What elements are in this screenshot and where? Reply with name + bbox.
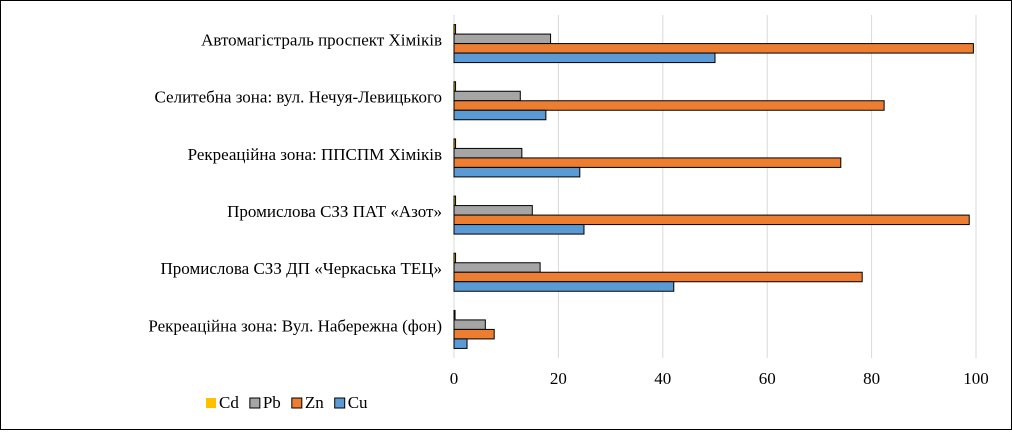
- bar: [453, 224, 585, 235]
- bar: [453, 100, 885, 111]
- bar: [453, 33, 552, 45]
- bar: [453, 147, 523, 159]
- bar: [453, 281, 675, 292]
- x-tick-label: 80: [863, 369, 880, 388]
- legend-swatch: [206, 398, 216, 408]
- bar: [453, 338, 468, 349]
- bar: [453, 24, 457, 35]
- bar: [453, 166, 581, 178]
- x-tick-label: 20: [550, 369, 567, 388]
- legend-swatch: [249, 397, 261, 409]
- bar: [453, 43, 974, 54]
- bar: [453, 81, 457, 92]
- bar: [453, 90, 521, 102]
- bar: [453, 309, 456, 321]
- x-tick-label: 60: [759, 369, 776, 388]
- legend-swatch: [334, 397, 346, 409]
- y-tick-label: Промислова СЗЗ ПАТ «Азот»: [227, 202, 442, 221]
- bar: [453, 252, 457, 264]
- y-tick-label: Автомагістраль проспект Хіміків: [201, 30, 442, 49]
- bar: [453, 138, 457, 149]
- x-tick-label: 0: [450, 369, 459, 388]
- y-tick-label: Рекреаційна зона: Вул. Набережна (фон): [148, 316, 442, 335]
- bar: [453, 262, 541, 273]
- x-tick-label: 100: [963, 369, 989, 388]
- legend-label: Zn: [305, 393, 324, 412]
- y-tick-label: Селитебна зона: вул. Нечуя-Левицького: [155, 88, 443, 107]
- bar: [453, 109, 547, 121]
- y-tick-label: Рекреаційна зона: ППСПМ Хіміків: [188, 145, 442, 164]
- y-tick-label: Промислова СЗЗ ДП «Черкаська ТЕЦ»: [161, 259, 442, 278]
- legend-label: Cd: [219, 393, 239, 412]
- legend-swatch: [291, 397, 303, 409]
- x-tick-label: 40: [654, 369, 671, 388]
- bar: [453, 328, 495, 340]
- bar: [453, 157, 842, 168]
- bar: [453, 319, 486, 330]
- bar: [453, 214, 970, 226]
- bar: [453, 271, 863, 283]
- bar: [453, 195, 457, 207]
- bar: [453, 205, 533, 216]
- legend-label: Cu: [348, 393, 368, 412]
- legend-label: Pb: [263, 393, 281, 412]
- bar: [453, 52, 716, 64]
